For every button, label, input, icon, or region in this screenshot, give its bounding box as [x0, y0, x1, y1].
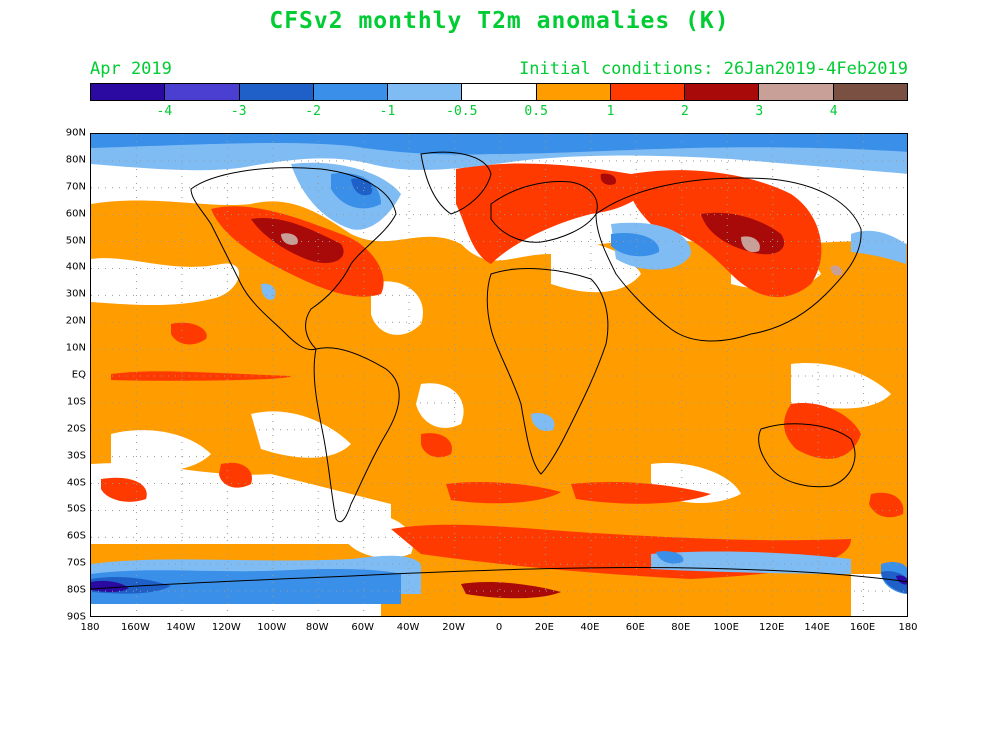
longitude-label: 160E	[849, 622, 876, 633]
longitude-label: 40W	[396, 622, 420, 633]
latitude-label: 80S	[66, 584, 86, 596]
latitude-label: 90S	[66, 611, 86, 623]
latitude-label: 40S	[66, 477, 86, 489]
latitude-label: 10N	[65, 342, 86, 354]
anomaly-band-neg4	[91, 575, 907, 592]
longitude-label: 20W	[442, 622, 465, 633]
longitude-label: 120E	[758, 622, 785, 633]
colorbar-segment	[685, 84, 760, 100]
latitude-label: 30S	[66, 450, 86, 462]
australia-outline	[758, 423, 856, 488]
longitude-label: 40E	[580, 622, 600, 633]
longitude-label: 80E	[671, 622, 691, 633]
valid-month-label: Apr 2019	[90, 59, 172, 79]
colorbar-tick-label: -4	[156, 104, 173, 119]
antarctica-outline	[91, 566, 907, 590]
colorbar-segment	[759, 84, 834, 100]
chart-title: CFSv2 monthly T2m anomalies (K)	[269, 8, 730, 34]
latitude-label: 20S	[66, 423, 86, 435]
longitude-label: 180	[898, 622, 918, 633]
colorbar-segment	[833, 84, 907, 100]
longitude-label: 80W	[305, 622, 329, 633]
coastlines	[91, 151, 907, 590]
longitude-label: 100W	[257, 622, 287, 633]
longitude-label: 60E	[625, 622, 645, 633]
colorbar-segment	[388, 84, 463, 100]
colorbar-tick-label: -1	[379, 104, 396, 119]
africa-outline	[486, 268, 609, 475]
latitude-label: 80N	[65, 154, 86, 166]
longitude-label: 180	[80, 622, 100, 633]
colorbar-segment	[165, 84, 240, 100]
latitude-label: 60S	[66, 530, 86, 542]
colorbar-segment	[536, 84, 611, 100]
colorbar-segment	[91, 84, 166, 100]
greenland-outline	[420, 151, 492, 215]
south-america-outline	[313, 347, 400, 523]
longitude-label: 100E	[713, 622, 739, 633]
longitude-label: 20E	[534, 622, 554, 633]
longitude-label: 60W	[351, 622, 374, 633]
latitude-label: 30N	[65, 288, 86, 300]
initial-conditions-label: Initial conditions: 26Jan2019-4Feb2019	[519, 59, 908, 79]
anomaly-field	[91, 134, 907, 616]
colorbar-segment	[239, 84, 314, 100]
colorbar-tick-label: 2	[680, 104, 689, 119]
colorbar-tick-label: 3	[755, 104, 764, 119]
latitude-label: 90N	[65, 127, 86, 139]
longitude-label: 160W	[120, 622, 150, 633]
longitude-label: 120W	[211, 622, 241, 633]
latitude-label: 70S	[66, 557, 86, 569]
latitude-label: 40N	[65, 261, 86, 273]
latitude-label: 50N	[65, 235, 86, 247]
anomaly-map	[90, 133, 908, 617]
longitude-label: 140W	[166, 622, 196, 633]
colorbar-tick-label: 1	[606, 104, 615, 119]
longitude-label: 140E	[804, 622, 830, 633]
colorbar-tick-label: -3	[230, 104, 247, 119]
latitude-label: 20N	[65, 315, 86, 327]
colorbar-segment	[462, 84, 537, 100]
colorbar-tick-label: -0.5	[446, 104, 478, 119]
longitude-label: 0	[495, 622, 503, 633]
latitude-label: EQ	[71, 369, 86, 381]
latitude-label: 70N	[65, 181, 86, 193]
colorbar	[90, 83, 908, 101]
colorbar-tick-label: 0.5	[524, 104, 548, 119]
north-america-outline	[190, 167, 397, 351]
colorbar-tick-label: 4	[829, 104, 838, 119]
asia-outline	[595, 177, 862, 342]
colorbar-segment	[313, 84, 389, 100]
latitude-label: 60N	[65, 208, 86, 220]
colorbar-tick-label: -2	[305, 104, 321, 119]
anomaly-band-neg1	[91, 134, 907, 604]
latitude-label: 50S	[66, 503, 86, 515]
anomaly-band-3-4	[281, 233, 843, 276]
colorbar-segment	[610, 84, 686, 100]
latitude-label: 10S	[66, 396, 86, 408]
